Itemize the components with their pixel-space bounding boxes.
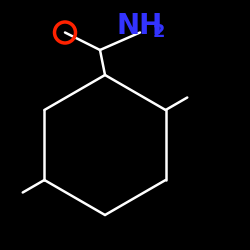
Text: NH: NH <box>117 12 163 40</box>
Text: 2: 2 <box>152 23 165 41</box>
